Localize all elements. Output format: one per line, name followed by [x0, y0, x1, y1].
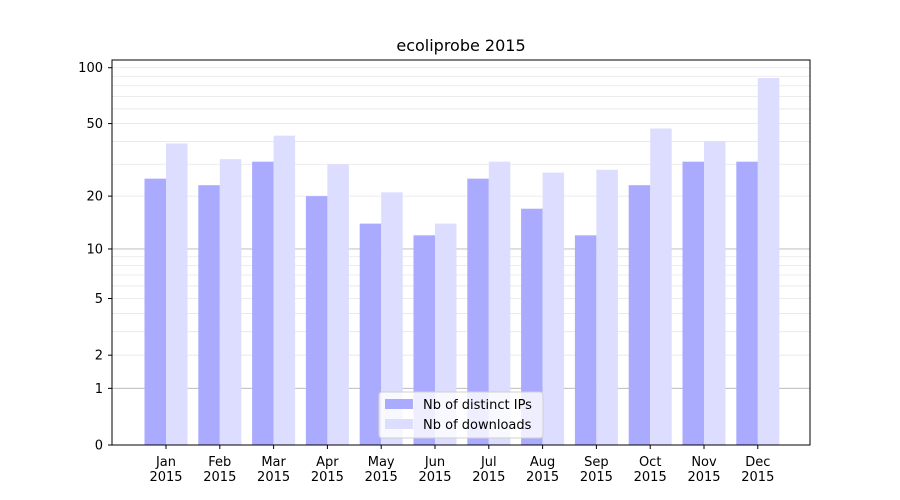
bar-distinct-ips-jan [144, 178, 166, 445]
legend: Nb of distinct IPs Nb of downloads [378, 391, 544, 439]
bar-distinct-ips-apr [305, 196, 328, 445]
bar-downloads-sep [596, 169, 618, 445]
bar-distinct-ips-may [359, 223, 382, 445]
bar-distinct-ips-dec [736, 161, 758, 445]
x-tick-label-nov: Nov 2015 [687, 455, 720, 485]
chart-title: ecoliprobe 2015 [396, 36, 525, 55]
legend-swatch [385, 419, 413, 429]
bar-distinct-ips-mar [252, 161, 274, 445]
y-tick-label: 0 [95, 439, 103, 454]
bar-downloads-nov [704, 141, 726, 446]
x-tick-label-feb: Feb 2015 [203, 455, 236, 485]
x-tick-label-dec: Dec 2015 [741, 455, 774, 485]
bar-distinct-ips-feb [198, 185, 220, 445]
x-tick-label-oct: Oct 2015 [634, 455, 667, 485]
x-tick-label-mar: Mar 2015 [257, 455, 290, 485]
plot-frame [111, 59, 811, 446]
x-tick-label-jun: Jun 2015 [418, 455, 451, 485]
bar-distinct-ips-oct [628, 185, 651, 445]
x-tick-label-jan: Jan 2015 [149, 455, 182, 485]
bar-distinct-ips-aug [521, 208, 543, 445]
bar-downloads-jul [488, 161, 511, 445]
bar-downloads-mar [273, 135, 296, 445]
legend-label: Nb of downloads [423, 418, 532, 433]
y-tick-label: 50 [86, 117, 103, 132]
y-tick-label: 10 [86, 242, 103, 257]
legend-swatch [385, 399, 413, 409]
x-tick-label-may: May 2015 [365, 455, 398, 485]
y-tick-label: 20 [86, 190, 103, 205]
bar-downloads-apr [327, 164, 349, 445]
bar-distinct-ips-sep [574, 235, 597, 445]
x-tick-label-aug: Aug 2015 [526, 455, 559, 485]
bar-distinct-ips-jul [467, 178, 489, 445]
bar-downloads-feb [219, 159, 242, 445]
y-tick-label: 1 [95, 382, 103, 397]
bars [144, 78, 780, 446]
bar-downloads-may [381, 192, 403, 445]
bar-downloads-jan [166, 143, 188, 445]
y-tick-label: 2 [95, 349, 103, 364]
bar-downloads-jun [435, 223, 457, 445]
legend-box [378, 391, 544, 439]
x-tick-label-jul: Jul 2015 [472, 455, 505, 485]
bar-downloads-dec [757, 78, 780, 446]
bar-distinct-ips-nov [682, 161, 704, 445]
y-tick-label: 100 [78, 61, 103, 76]
axes: 0 1 2 5 10 20 50 100 Jan 2015 Feb 2015 Mar 2015 Apr 201… [78, 59, 811, 485]
x-tick-label-apr: Apr 2015 [311, 455, 344, 485]
legend-label: Nb of distinct IPs [423, 398, 532, 413]
y-tick-label: 5 [95, 292, 103, 307]
bar-downloads-oct [650, 128, 672, 445]
bar-downloads-aug [542, 172, 565, 445]
x-tick-label-sep: Sep 2015 [580, 455, 613, 485]
